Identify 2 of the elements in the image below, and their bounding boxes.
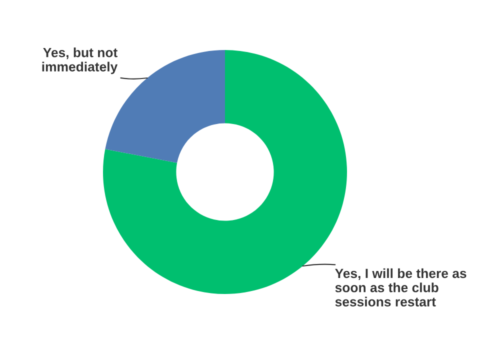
slice-label: Yes, but not immediately — [42, 48, 118, 74]
slice-label: Yes, I will be there as soon as the club sessions restart — [335, 268, 466, 306]
